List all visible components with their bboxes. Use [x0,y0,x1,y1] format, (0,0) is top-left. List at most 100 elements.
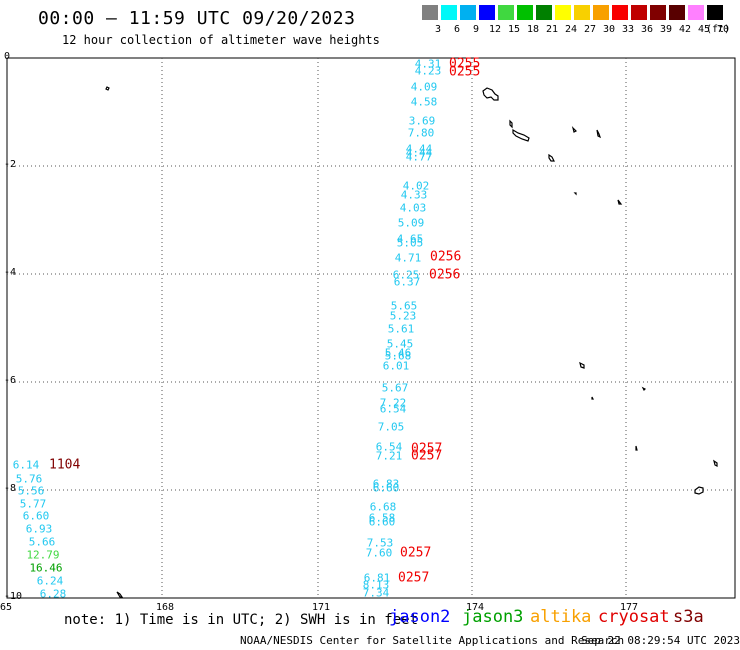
legend-label: 36 [640,24,654,35]
legend-swatch [517,5,533,20]
longitude-tick-label: 165 [0,602,13,613]
satellite-key-jason2: jason2 [389,607,451,627]
wave-height-value: 5.61 [387,322,415,336]
pass-time-label: 0257 [400,545,432,561]
satellite-key-jason3: jason3 [462,607,524,627]
satellite-key-s3a: s3a [673,607,704,627]
wave-height-value: 6.81 [363,571,391,585]
pass-time-label: 1104 [49,457,81,473]
legend-label: 33 [621,24,635,35]
satellite-key-altika: altika [530,607,592,627]
wave-height-value: 5.65 [390,299,418,313]
pass-time-label: 0257 [411,448,443,464]
legend-label: 18 [526,24,540,35]
credit-line: NOAA/NESDIS Center for Satellite Applica… [240,634,625,647]
footer-note: note: 1) Time is in UTC; 2) SWH is in fe… [64,612,419,628]
wave-height-value: 4.71 [394,251,422,265]
wave-height-value: 5.23 [389,309,417,323]
wave-height-value: 6.58 [368,511,396,525]
wave-height-value: 4.02 [402,179,430,193]
wave-height-value: 6.54 [375,440,403,454]
wave-height-value: 7.21 [375,449,403,463]
legend-swatch [650,5,666,20]
legend-swatch [593,5,609,20]
wave-height-value: 4.23 [414,64,442,78]
pass-time-label: 0257 [398,570,430,586]
longitude-tick-label: 174 [466,602,485,613]
map-border [6,57,736,599]
pass-time-label: 0256 [430,249,462,265]
legend-label: 27 [583,24,597,35]
pass-time-label: 0257 [411,441,443,457]
legend-unit: (ft) [705,24,731,35]
legend-swatch [631,5,647,20]
wave-height-value: 5.67 [381,381,409,395]
wave-height-value: 7.05 [377,420,405,434]
wave-height-value: 6.37 [393,275,421,289]
wave-height-value: 4.09 [410,80,438,94]
wave-height-value: 5.05 [396,236,424,250]
wave-height-value: 8.13 [362,578,390,592]
map-title: 00:00 – 11:59 UTC 09/20/2023 [38,8,356,29]
wave-height-value: 4.33 [400,188,428,202]
island-outlines [105,86,718,598]
latitude-tick-label: -2 [4,159,17,170]
wave-height-value: 16.46 [29,561,63,575]
wave-height-value: 4.65 [396,232,424,246]
latitude-tick-label: -4 [4,267,17,278]
longitude-tick-label: 168 [156,602,175,613]
legend-swatch [536,5,552,20]
wave-height-value: 5.76 [15,472,43,486]
legend-label: 42 [678,24,692,35]
legend-label: 9 [472,24,480,35]
legend-swatch [612,5,628,20]
wave-height-value: 7.80 [407,126,435,140]
legend-swatch [441,5,457,20]
wave-height-value: 4.44 [405,146,433,160]
wave-height-value: 6.68 [369,500,397,514]
wave-height-value: 6.25 [392,268,420,282]
legend-swatch [688,5,704,20]
legend-swatch [460,5,476,20]
wave-height-value: 4.31 [414,57,442,71]
wave-height-value: 4.44 [405,142,433,156]
longitude-tick-label: 177 [620,602,639,613]
latitude-tick-label: 0 [4,51,11,62]
wave-height-value: 5.56 [17,484,45,498]
map-subtitle: 12 hour collection of altimeter wave hei… [62,33,380,47]
wave-height-value: 7.34 [362,586,390,600]
wave-height-value: 4.03 [399,201,427,215]
legend-swatch [498,5,514,20]
latitude-tick-label: -8 [4,483,17,494]
wave-height-value: 6.28 [39,587,67,601]
wave-height-value: 5.09 [397,216,425,230]
wave-height-value: 5.46 [384,346,412,360]
legend-swatch [422,5,438,20]
legend-label: 12 [488,24,502,35]
pass-time-label: 0255 [449,64,481,80]
wave-height-value: 7.53 [366,536,394,550]
legend-label: 24 [564,24,578,35]
legend-label: 3 [434,24,442,35]
wave-height-value: 5.68 [384,349,412,363]
longitude-tick-label: 171 [312,602,331,613]
legend-label: 45 [697,24,711,35]
legend-label: 30 [602,24,616,35]
wave-height-value: 7.60 [365,546,393,560]
legend-swatch [707,5,723,20]
wave-height-value: 6.24 [36,574,64,588]
wave-height-value: 6.01 [382,359,410,373]
legend-label: 6 [453,24,461,35]
graticule [7,58,735,598]
legend-swatch [574,5,590,20]
wave-height-value: 7.22 [379,396,407,410]
legend-label: 21 [545,24,559,35]
legend-swatch [669,5,685,20]
wave-height-value: 5.66 [28,535,56,549]
pass-time-label: 0255 [449,56,481,72]
pass-time-label: 0256 [429,267,461,283]
wave-height-value: 6.60 [22,509,50,523]
wave-height-value: 6.93 [25,522,53,536]
wave-height-value: 6.60 [368,515,396,529]
